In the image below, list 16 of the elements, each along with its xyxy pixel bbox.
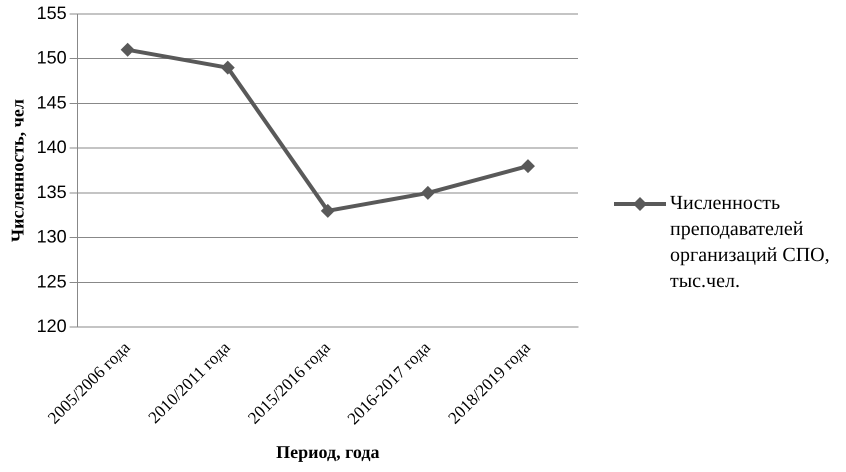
point [520, 159, 535, 174]
y-tick-label: 130 [36, 226, 67, 247]
y-tick-label: 125 [36, 271, 67, 292]
point [120, 42, 135, 57]
point [220, 60, 235, 75]
legend-label: Численность преподавателей организаций СПО, тыс.чел. [670, 191, 831, 294]
y-tick-label: 120 [36, 316, 67, 336]
y-tick-label: 150 [36, 48, 67, 68]
y-tick-label: 140 [36, 137, 67, 158]
y-tick-label: 135 [36, 182, 67, 202]
y-axis-title: Численность, чел [7, 99, 28, 242]
point [420, 186, 435, 200]
x-axis-title: Период, года [276, 442, 380, 462]
y-tick-label: 145 [36, 92, 67, 112]
y-tick-label: 155 [36, 2, 67, 23]
point [320, 204, 335, 218]
